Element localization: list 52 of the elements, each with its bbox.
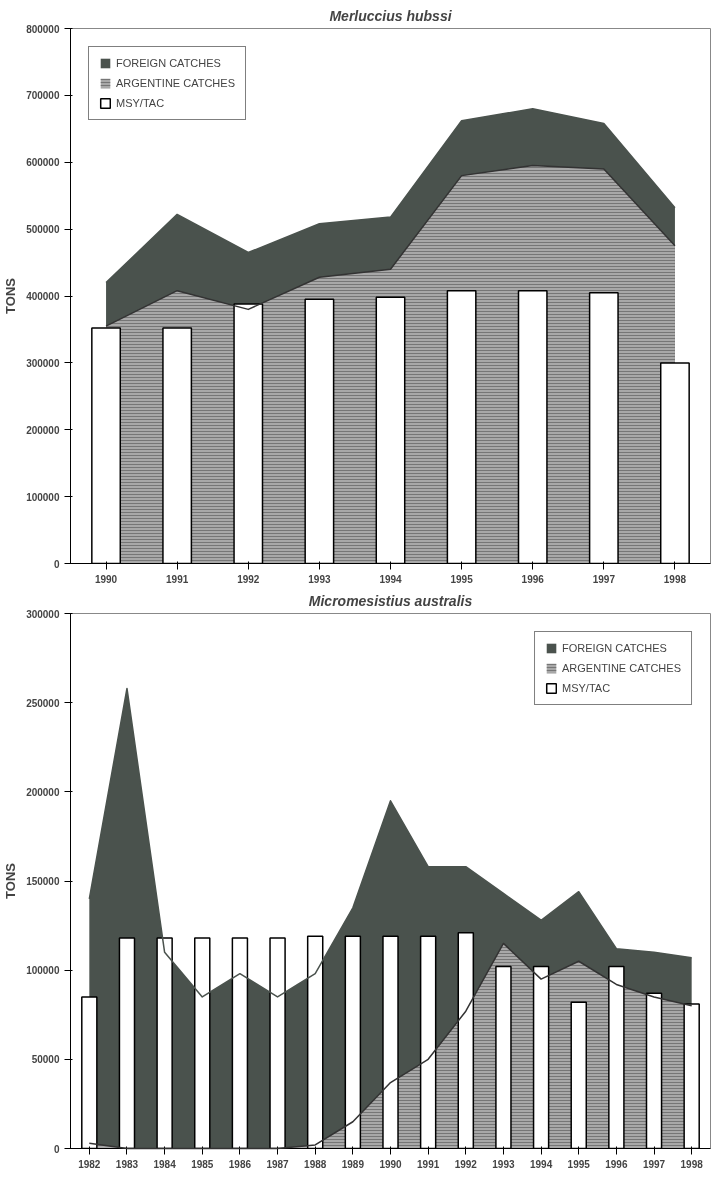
x-tick-label: 1986 [228,1158,252,1170]
y-tick-label: 300000 [26,357,60,369]
x-tick-label: 1987 [266,1158,290,1170]
x-tick-label: 1994 [379,573,403,585]
x-tick-label: 1998 [663,573,687,585]
y-tick-label: 200000 [26,424,60,436]
x-tick-label: 1996 [521,573,545,585]
x-tick-label: 1995 [450,573,474,585]
legend-label: ARGENTINE CATCHES [562,662,681,674]
y-tick-label: 100000 [26,491,60,503]
x-tick-label: 1991 [166,573,189,585]
x-tick-label: 1985 [191,1158,214,1170]
legend-label: MSY/TAC [562,682,611,694]
y-tick-label: 300000 [26,608,60,620]
x-tick-label: 1997 [592,573,616,585]
x-tick-label: 1988 [304,1158,327,1170]
y-tick-label: 150000 [26,876,60,887]
legend-label: MSY/TAC [116,97,165,109]
x-tick-label: 1998 [680,1158,704,1170]
x-tick-label: 1990 [379,1158,403,1170]
y-tick-label: 700000 [26,90,60,102]
legend-label: ARGENTINE CATCHES [116,77,235,89]
legend-label: FOREIGN CATCHES [116,57,221,69]
chart-title: Merluccius hubssi [329,7,453,24]
x-tick-label: 1992 [237,573,260,585]
y-tick-label: 200000 [26,786,60,798]
y-tick-label: 0 [53,558,60,570]
y-tick-label: 500000 [26,224,60,236]
y-tick-label: 600000 [26,157,60,169]
x-tick-label: 1984 [153,1158,177,1170]
legend-label: FOREIGN CATCHES [562,642,667,654]
chart-title: Micromesistius australis [308,592,473,609]
x-tick-label: 1983 [115,1158,139,1170]
x-tick-label: 1982 [78,1158,101,1170]
x-tick-label: 1993 [308,573,331,585]
x-tick-label: 1993 [492,1158,515,1170]
x-tick-label: 1995 [567,1158,591,1170]
y-tick-label: 50000 [31,1054,60,1066]
y-tick-label: 0 [53,1143,60,1155]
y-tick-label: 800000 [26,23,60,35]
x-tick-label: 1992 [454,1158,478,1170]
y-tick-label: 100000 [26,965,60,977]
y-axis-title: TONS [3,862,19,899]
y-axis-title: TONS [3,277,19,314]
x-tick-label: 1994 [529,1158,553,1170]
x-tick-label: 1991 [417,1158,440,1170]
y-tick-label: 250000 [26,697,60,709]
x-tick-label: 1990 [94,573,118,585]
x-tick-label: 1997 [642,1158,666,1170]
y-tick-label: 400000 [26,291,60,302]
x-tick-label: 1996 [605,1158,628,1170]
x-tick-label: 1989 [341,1158,365,1170]
